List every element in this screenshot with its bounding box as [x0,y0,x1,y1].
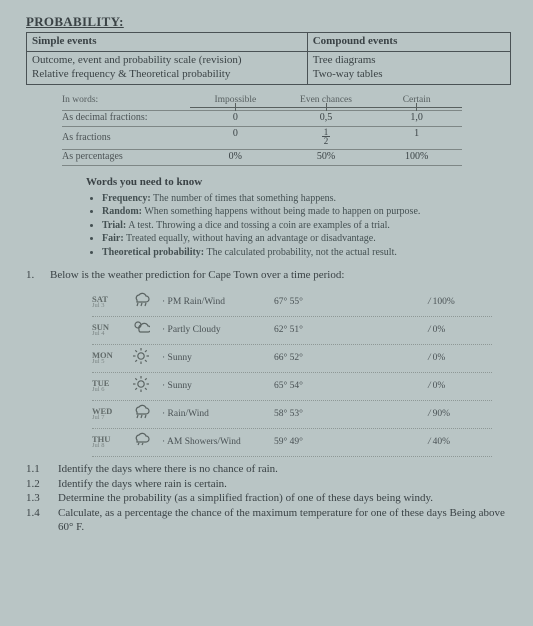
scale-cell: 1 [371,128,462,149]
weather-desc: · Sunny [162,353,274,365]
scale-cell: 12 [281,128,372,149]
topic-right-body: Tree diagrams Two-way tables [307,52,510,85]
topic-right-hdr: Compound events [307,33,510,52]
weather-row: TUEJul 6 · Sunny65° 54° /0% [92,373,492,401]
scale-body: As decimal fractions:00,51,0As fractions… [62,110,462,166]
weather-temp: 58° 53° [274,409,334,421]
weather-row: WEDJul 7 · Rain/Wind58° 53° /90% [92,401,492,429]
sub-question: 1.4Calculate, as a percentage the chance… [26,507,511,535]
scale-row-label: As percentages [62,151,190,164]
subq-text: Identify the days where there is no chan… [58,463,511,477]
topic-table: Simple events Compound events Outcome, e… [26,32,511,84]
weather-icon [132,347,162,370]
weather-day: SATJul 3 [92,295,132,310]
weather-desc: · AM Showers/Wind [162,437,274,449]
weather-icon [132,291,162,314]
subq-number: 1.1 [26,463,58,477]
subq-text: Identify the days where rain is certain. [58,478,511,492]
weather-temp: 62° 51° [274,325,334,337]
sub-question: 1.3Determine the probability (as a simpl… [26,492,511,506]
vocabulary-item: Trial: A test. Throwing a dice and tossi… [102,220,486,233]
vocabulary-item: Fair: Treated equally, without having an… [102,233,486,246]
scale-cell: 0,5 [281,112,372,125]
weather-prob: /0% [428,353,492,365]
weather-temp: 65° 54° [274,381,334,393]
weather-row: THUJul 8 · AM Showers/Wind59° 49° /40% [92,429,492,457]
scale-row: As fractions0121 [62,126,462,150]
scale-row-label: As fractions [62,132,190,145]
weather-prob: /90% [428,409,492,421]
sub-questions: 1.1Identify the days where there is no c… [26,463,511,535]
scale-cell: 0 [190,112,281,125]
q1-text: Below is the weather prediction for Cape… [50,269,511,283]
weather-temp: 66° 52° [274,353,334,365]
topic-left-r2: Relative frequency & Theoretical probabi… [32,68,302,82]
weather-day: THUJul 8 [92,435,132,450]
subq-text: Calculate, as a percentage the chance of… [58,507,511,535]
subq-number: 1.3 [26,492,58,506]
question-1: 1. Below is the weather prediction for C… [26,269,511,283]
q1-number: 1. [26,269,50,283]
topic-left-r1: Outcome, event and probability scale (re… [32,54,302,68]
weather-prob: /100% [428,297,492,309]
vocabulary-list: Frequency: The number of times that some… [102,193,486,260]
scale-row: As percentages0%50%100% [62,149,462,166]
weather-day: WEDJul 7 [92,407,132,422]
weather-desc: · PM Rain/Wind [162,297,274,309]
scale-row-label: As decimal fractions: [62,112,190,125]
weather-row: MONJul 5 · Sunny66° 52° /0% [92,345,492,373]
sub-question: 1.2Identify the days where rain is certa… [26,478,511,492]
vocabulary-title: Words you need to know [86,176,486,190]
subq-number: 1.2 [26,478,58,492]
scale-axis [190,107,462,108]
scale-row: As decimal fractions:00,51,0 [62,110,462,126]
weather-day: SUNJul 4 [92,323,132,338]
scale-header-row: In words: Impossible Even chances Certai… [62,95,462,107]
weather-icon [132,431,162,454]
weather-prob: /40% [428,437,492,449]
weather-row: SUNJul 4 · Partly Cloudy62° 51° /0% [92,317,492,345]
vocabulary-item: Theoretical probability: The calculated … [102,247,486,260]
weather-icon [132,375,162,398]
weather-icon [132,403,162,426]
weather-row: SATJul 3 · PM Rain/Wind67° 55° /100% [92,289,492,317]
weather-prob: /0% [428,325,492,337]
weather-desc: · Sunny [162,381,274,393]
weather-day: TUEJul 6 [92,379,132,394]
section-heading: PROBABILITY: [26,14,511,30]
scale-cell: 0% [190,151,281,164]
vocabulary-item: Random: When something happens without b… [102,206,486,219]
topic-right-r2: Two-way tables [313,68,505,82]
probability-scale: In words: Impossible Even chances Certai… [62,95,462,166]
weather-day: MONJul 5 [92,351,132,366]
topic-left-body: Outcome, event and probability scale (re… [27,52,308,85]
weather-temp: 59° 49° [274,437,334,449]
scale-cell: 1,0 [371,112,462,125]
weather-table: SATJul 3 · PM Rain/Wind67° 55° /100% SUNJul… [92,289,492,457]
weather-desc: · Partly Cloudy [162,325,274,337]
weather-desc: · Rain/Wind [162,409,274,421]
scale-cell: 100% [371,151,462,164]
vocabulary-item: Frequency: The number of times that some… [102,193,486,206]
weather-temp: 67° 55° [274,297,334,309]
sub-question: 1.1Identify the days where there is no c… [26,463,511,477]
topic-left-hdr: Simple events [27,33,308,52]
topic-right-r1: Tree diagrams [313,54,505,68]
subq-number: 1.4 [26,507,58,535]
vocabulary-block: Words you need to know Frequency: The nu… [86,176,486,259]
weather-icon [132,319,162,342]
weather-prob: /0% [428,381,492,393]
scale-cell: 0 [190,128,281,149]
scale-cell: 50% [281,151,372,164]
subq-text: Determine the probability (as a simplifi… [58,492,511,506]
scale-row-hdr: In words: [62,95,190,107]
